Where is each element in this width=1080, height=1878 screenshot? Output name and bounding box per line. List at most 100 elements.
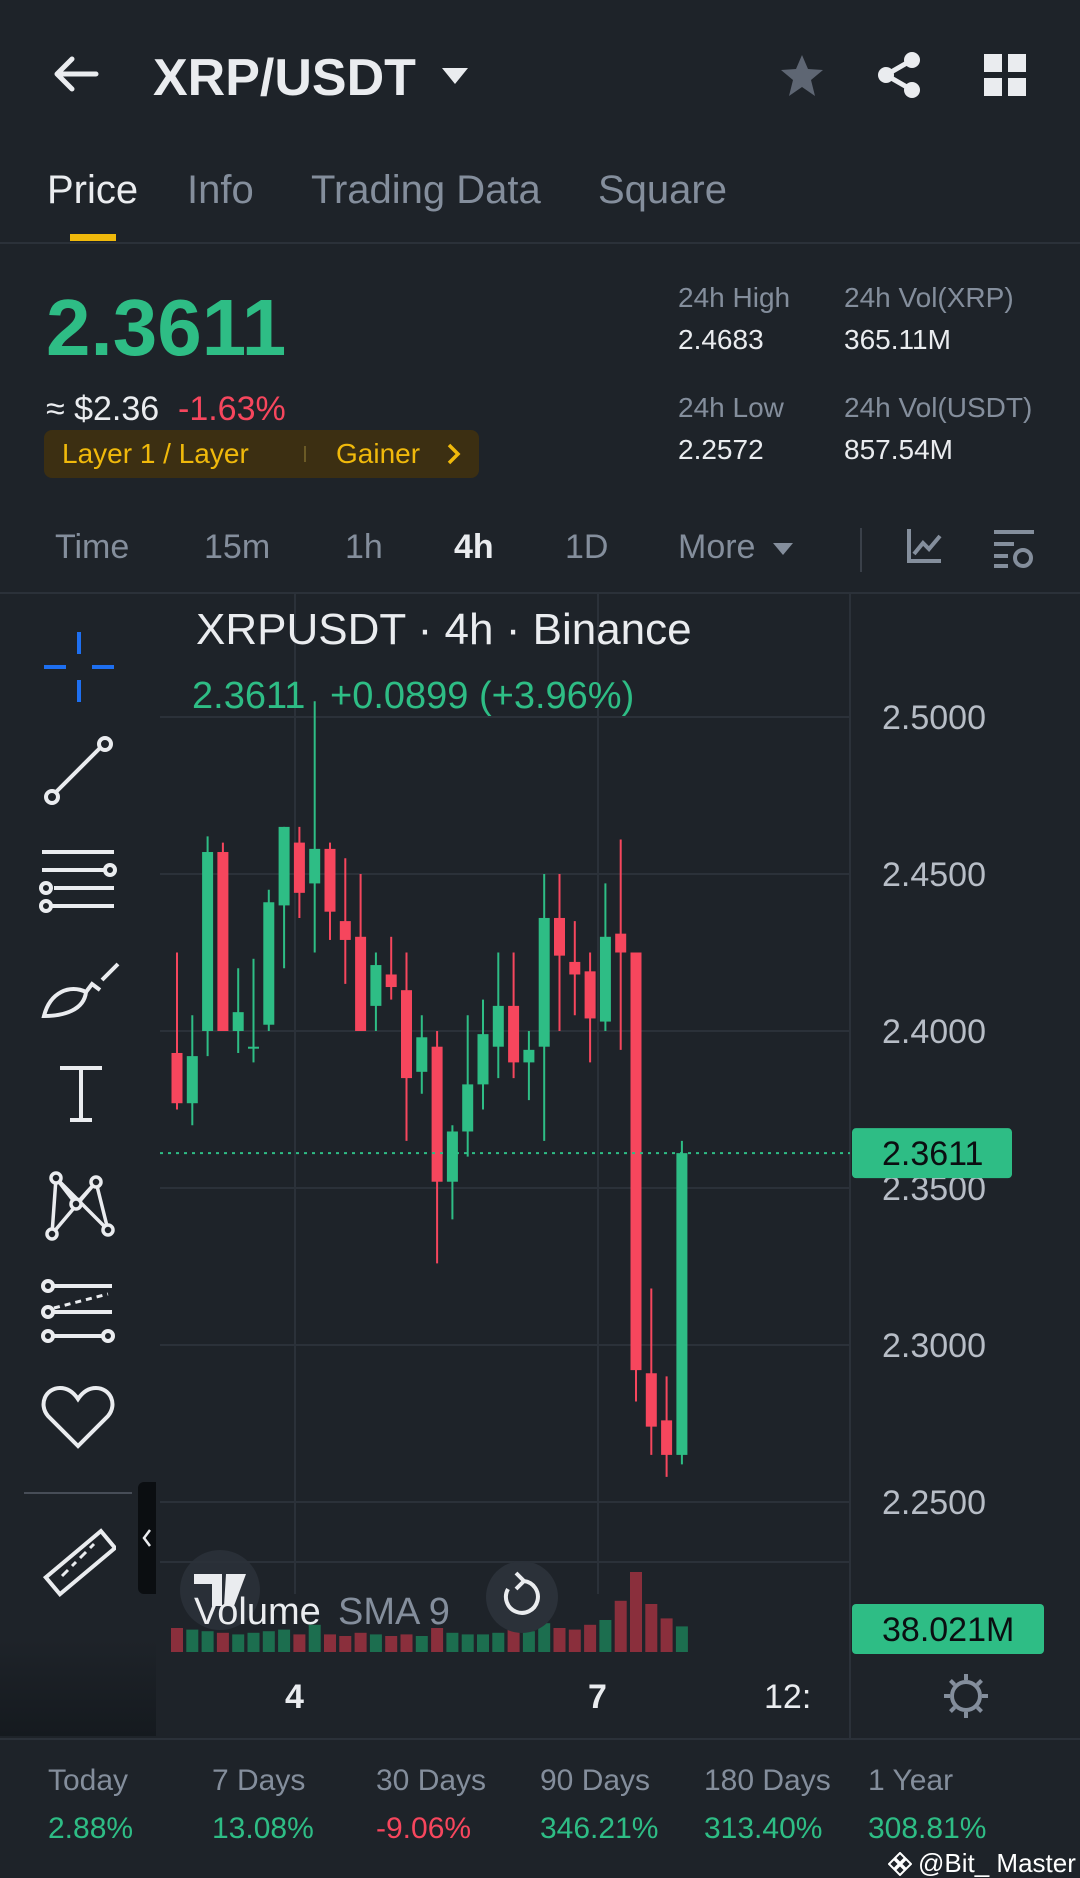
perf-180d-label: 180 Days (704, 1764, 831, 1797)
candle-body (324, 848, 336, 912)
time-axis-label: 7 (588, 1678, 607, 1716)
chevron-right-icon (444, 442, 464, 471)
low-value: 2.2572 (678, 434, 764, 465)
more-caret-icon (772, 542, 794, 561)
watermark-text: @Bit_ Master (918, 1848, 1076, 1878)
tab-trading-data[interactable]: Trading Data (311, 168, 541, 212)
tab-square[interactable]: Square (598, 168, 727, 212)
pair-title[interactable]: XRP/USDT (153, 49, 416, 107)
gear-tooth (975, 1705, 983, 1713)
candle-body (370, 965, 382, 1006)
volume-bar (461, 1634, 474, 1652)
volume-bar (477, 1634, 489, 1652)
candle-body (446, 1131, 458, 1182)
reset-chart-button[interactable] (486, 1561, 558, 1633)
candle-body (339, 921, 351, 940)
perf-90d-label: 90 Days (540, 1764, 651, 1797)
chart-settings-icon[interactable] (992, 526, 1036, 575)
interval-4h[interactable]: 4h (454, 528, 494, 566)
perf-today-label: Today (48, 1764, 129, 1797)
chart-last-price: 2.3611 (192, 675, 305, 717)
axis-settings-icon[interactable] (944, 1674, 988, 1718)
candle-body (232, 1012, 244, 1031)
sector-tag[interactable]: Layer 1 / Layer Gainer (44, 430, 479, 478)
perf-7d-label: 7 Days (212, 1764, 306, 1797)
candle-body (309, 848, 321, 884)
vol-usdt-value: 857.54M (844, 434, 953, 465)
toolbar-collapse-handle[interactable] (138, 1482, 156, 1594)
volume-bar (385, 1636, 398, 1652)
candle-body (431, 1046, 443, 1182)
perf-7d-value: 13.08% (212, 1812, 314, 1845)
time-axis-label: 12: (764, 1678, 811, 1716)
candle-body (293, 842, 305, 893)
volume-bar (614, 1600, 627, 1652)
reset-icon (504, 1571, 540, 1615)
gear-tooth (949, 1705, 957, 1713)
chart-title: XRPUSDT · 4h · Binance (196, 605, 692, 654)
gear-tooth (949, 1679, 957, 1687)
volume-bar (584, 1624, 597, 1652)
volume-bar (400, 1634, 413, 1652)
volume-bar (232, 1634, 245, 1652)
volume-bar (201, 1631, 214, 1652)
text-icon[interactable] (56, 1064, 106, 1129)
perf-30d-value: -9.06% (376, 1812, 472, 1845)
interval-15m[interactable]: 15m (204, 528, 271, 566)
candle-body (599, 936, 611, 1022)
candle-body (523, 1049, 535, 1063)
volume-bar (645, 1604, 658, 1652)
vol-usdt-label: 24h Vol(USDT) (844, 392, 1033, 423)
interval-time[interactable]: Time (55, 528, 130, 566)
ruler-icon[interactable] (40, 1528, 118, 1609)
star-icon[interactable] (778, 52, 826, 100)
volume-badge-label: 38.021M (882, 1611, 1014, 1649)
volume-bar (293, 1634, 306, 1652)
vol-xrp-label: 24h Vol(XRP) (844, 282, 1014, 313)
pattern-icon[interactable] (42, 1168, 118, 1247)
interval-more[interactable]: More (678, 528, 756, 566)
caret-down-icon[interactable] (440, 66, 470, 86)
drawing-toolbar (0, 594, 156, 1738)
volume-bar (308, 1624, 321, 1652)
volume-label: Volume (194, 1591, 321, 1633)
tab-bar: Price Info Trading Data Square (0, 160, 1080, 244)
price-axis-label: 2.5000 (882, 699, 986, 737)
tradingview-logo-glyph (194, 1574, 246, 1606)
favorite-heart-icon[interactable] (40, 1384, 116, 1455)
watermark-logo-icon (887, 1851, 913, 1878)
volume-bar (171, 1628, 183, 1652)
candle-body (248, 1046, 259, 1049)
candle-body (462, 1084, 474, 1132)
high-label: 24h High (678, 282, 791, 313)
tab-price[interactable]: Price (47, 168, 139, 212)
top-bar: XRP/USDT (0, 0, 1080, 150)
parallel-lines-icon[interactable] (38, 844, 118, 919)
candle-body (171, 1052, 183, 1104)
sector-tag-label: Layer 1 / Layer (62, 438, 249, 469)
price-axis-label: 2.4000 (882, 1013, 986, 1051)
indicator-icon[interactable] (906, 526, 944, 571)
interval-bar: Time 15m 1h 4h 1D More (0, 510, 1080, 590)
vol-xrp-value: 365.11M (844, 324, 951, 355)
crosshair-icon[interactable] (42, 630, 116, 709)
candle-body (676, 1153, 688, 1455)
brush-icon[interactable] (40, 954, 120, 1029)
candlestick-chart[interactable]: XRPUSDT · 4h · Binance 2.3611 +0.0899 (+… (160, 594, 1080, 1738)
perf-90d-value: 346.21% (540, 1812, 659, 1845)
tab-active-indicator (70, 234, 116, 241)
share-icon[interactable] (874, 50, 924, 100)
volume-bar (446, 1632, 459, 1652)
volume-badge (852, 1604, 1044, 1654)
interval-1d[interactable]: 1D (565, 528, 609, 566)
interval-1h[interactable]: 1h (345, 528, 383, 566)
tab-info[interactable]: Info (187, 168, 254, 212)
grid-icon[interactable] (984, 54, 1026, 96)
price-axis-label: 2.4500 (882, 856, 986, 894)
usd-approx: ≈ $2.36 (46, 390, 160, 428)
volume-bar (492, 1632, 505, 1652)
volume-bar (247, 1632, 260, 1652)
fib-icon[interactable] (40, 1278, 116, 1349)
back-arrow-icon[interactable] (50, 48, 102, 100)
trendline-icon[interactable] (42, 734, 116, 813)
